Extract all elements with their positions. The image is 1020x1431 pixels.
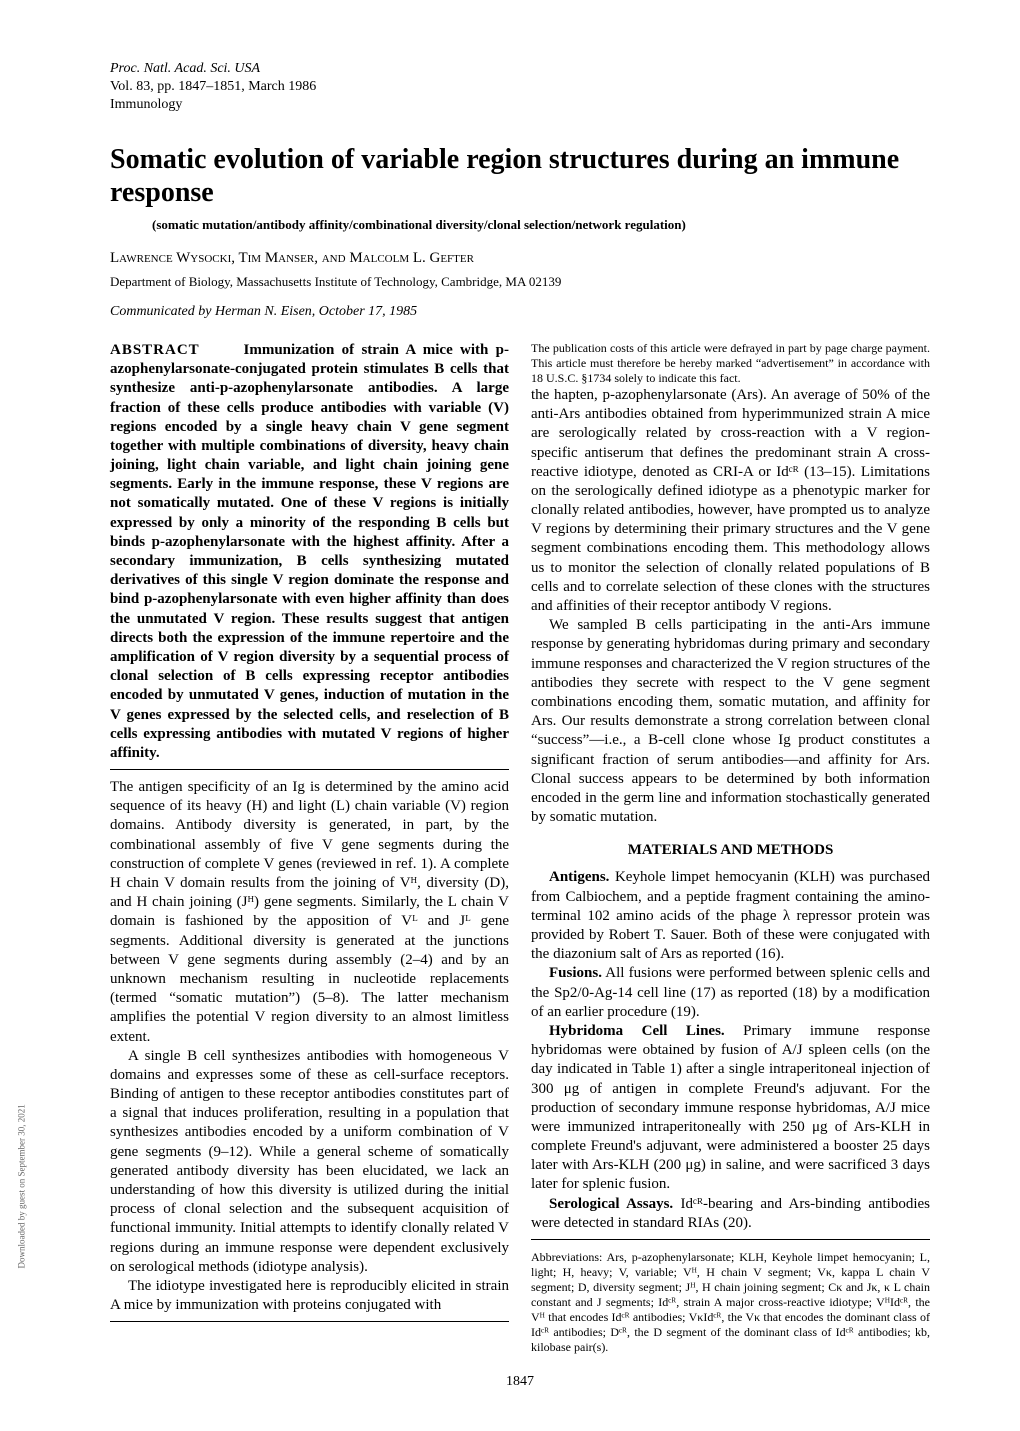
hybridoma-text: Primary immune response hybridomas were …: [531, 1023, 930, 1193]
methods-fusions: Fusions. All fusions were performed betw…: [531, 964, 930, 1022]
body-paragraph-1: The antigen specificity of an Ig is dete…: [110, 778, 509, 1047]
body-paragraph-3: The idiotype investigated here is reprod…: [110, 1277, 509, 1315]
author-list: Lawrence Wysocki, Tim Manser, and Malcol…: [110, 249, 930, 268]
journal-name: Proc. Natl. Acad. Sci. USA: [110, 60, 930, 78]
download-watermark: Downloaded by guest on September 30, 202…: [16, 1105, 28, 1269]
abstract-rule: [110, 769, 509, 770]
journal-header: Proc. Natl. Acad. Sci. USA Vol. 83, pp. …: [110, 60, 930, 115]
page-number: 1847: [110, 1373, 930, 1391]
antigens-label: Antigens.: [549, 869, 609, 885]
body-paragraph-4: the hapten, p-azophenylarsonate (Ars). A…: [531, 386, 930, 616]
affiliation: Department of Biology, Massachusetts Ins…: [110, 274, 930, 291]
journal-section: Immunology: [110, 96, 930, 114]
methods-serological: Serological Assays. Idᶜᴿ-bearing and Ars…: [531, 1195, 930, 1233]
hybridoma-label: Hybridoma Cell Lines.: [549, 1023, 725, 1039]
communicated-line: Communicated by Herman N. Eisen, October…: [110, 303, 930, 321]
abstract-block: ABSTRACT Immunization of strain A mice w…: [110, 341, 509, 763]
serological-label: Serological Assays.: [549, 1196, 673, 1212]
publication-cost-footnote: The publication costs of this article we…: [531, 341, 930, 386]
fusions-label: Fusions.: [549, 965, 602, 981]
abstract-label: ABSTRACT: [110, 342, 200, 358]
journal-volume: Vol. 83, pp. 1847–1851, March 1986: [110, 78, 930, 96]
methods-heading: MATERIALS AND METHODS: [531, 841, 930, 860]
keywords-line: (somatic mutation/antibody affinity/comb…: [152, 217, 930, 234]
footnote-rule-left: [110, 1321, 509, 1322]
body-paragraph-2: A single B cell synthesizes antibodies w…: [110, 1047, 509, 1277]
article-title: Somatic evolution of variable region str…: [110, 143, 930, 209]
abbreviations-footnote: Abbreviations: Ars, p-azophenylarsonate;…: [531, 1250, 930, 1355]
methods-hybridoma: Hybridoma Cell Lines. Primary immune res…: [531, 1022, 930, 1195]
two-column-body: ABSTRACT Immunization of strain A mice w…: [110, 341, 930, 1355]
methods-antigens: Antigens. Keyhole limpet hemocyanin (KLH…: [531, 868, 930, 964]
abstract-text: Immunization of strain A mice with p-azo…: [110, 342, 509, 761]
footnote-rule-right: [531, 1239, 930, 1240]
body-paragraph-5: We sampled B cells participating in the …: [531, 616, 930, 827]
